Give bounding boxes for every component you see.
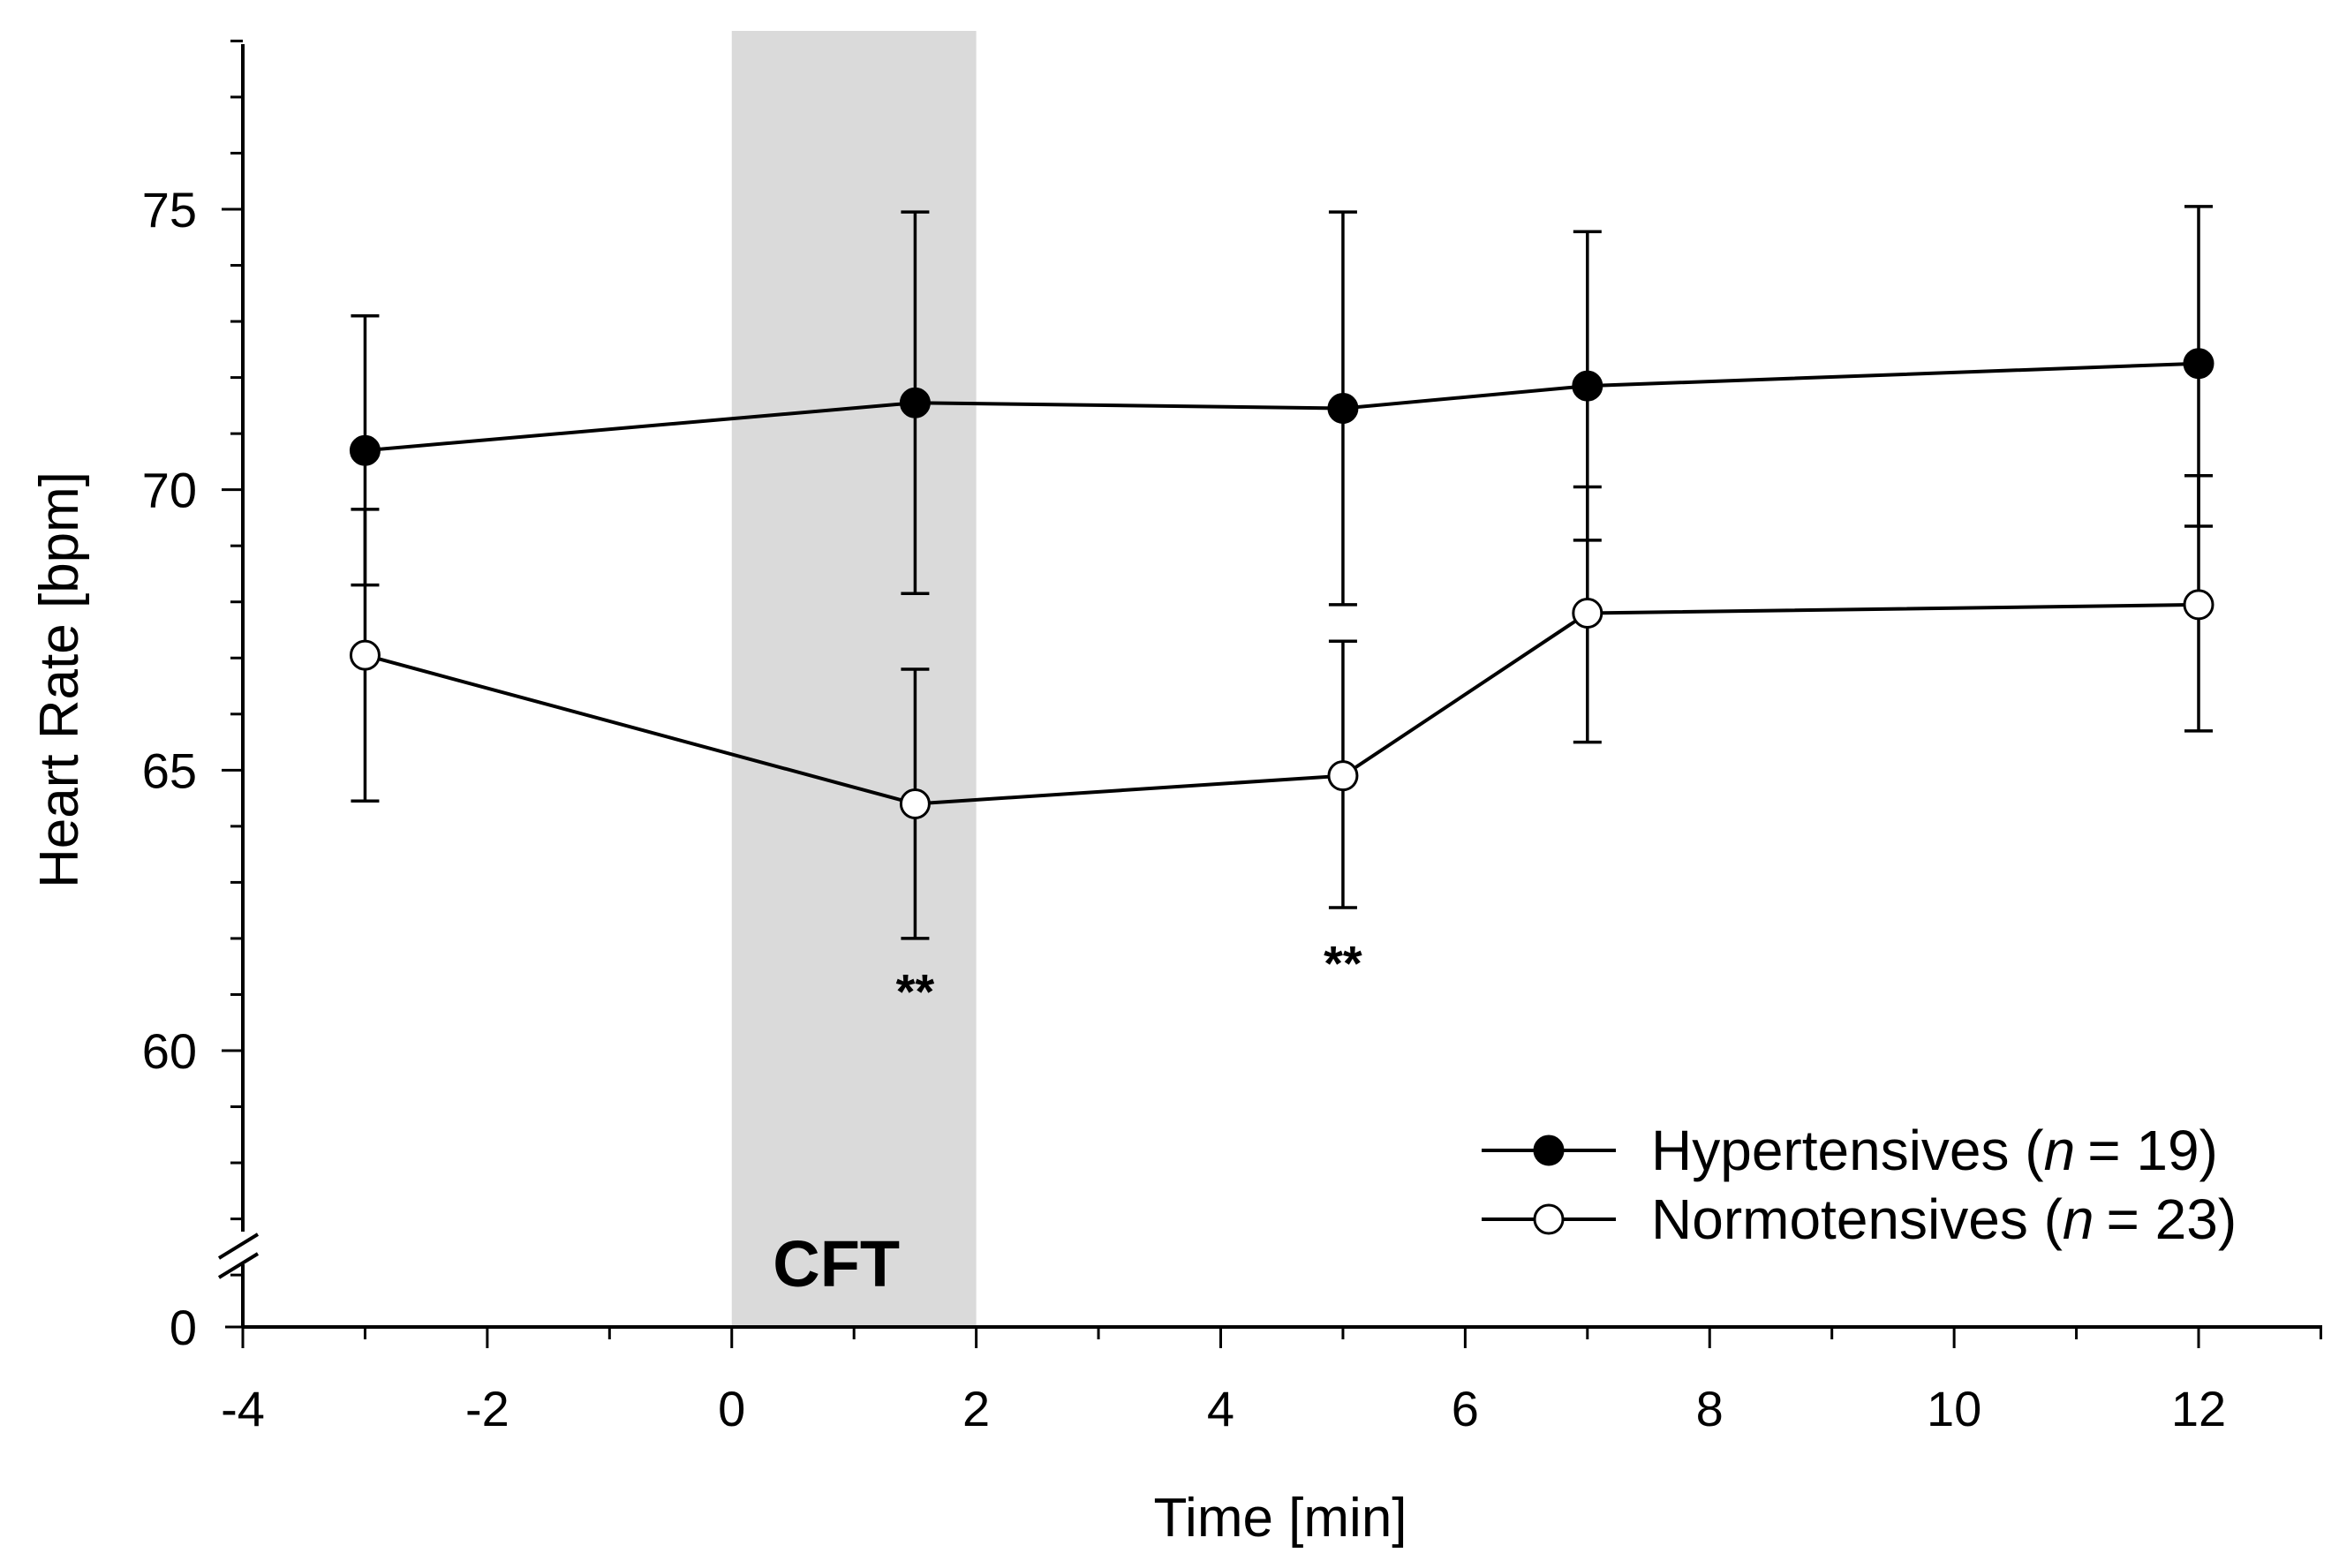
legend-marker-hypertensives bbox=[1533, 1135, 1565, 1166]
significance-marker: ** bbox=[1324, 936, 1362, 991]
legend-marker-normotensives bbox=[1533, 1203, 1565, 1235]
data-point-normotensives bbox=[1572, 597, 1603, 629]
data-point-normotensives bbox=[349, 639, 381, 671]
x-tick-label: 8 bbox=[1696, 1381, 1724, 1436]
legend-n-value-hypertensives: = 19) bbox=[2087, 1119, 2218, 1182]
y-axis-break-mark bbox=[217, 1252, 260, 1279]
cft-label: CFT bbox=[773, 1227, 900, 1300]
y-tick-label: 75 bbox=[142, 182, 197, 237]
legend: Hypertensives (n = 19) Normotensives (n = … bbox=[1482, 1119, 2237, 1251]
legend-n-value-normotensives: = 23) bbox=[2107, 1187, 2237, 1251]
y-tick-label: 65 bbox=[142, 743, 197, 798]
y-tick-label-zero: 0 bbox=[170, 1300, 197, 1355]
data-point-normotensives bbox=[2183, 589, 2215, 621]
legend-name-hypertensives: Hypertensives ( bbox=[1651, 1119, 2044, 1182]
y-tick-label: 70 bbox=[142, 463, 197, 518]
series-line-hypertensives bbox=[365, 361, 2199, 453]
cft-shaded-region bbox=[731, 31, 977, 1327]
data-point-hypertensives bbox=[899, 387, 931, 418]
axes: 0 60 65 70 75 -4 -2 0 2 4 6 8 10 12 bbox=[142, 39, 2322, 1436]
x-tick-label: 2 bbox=[962, 1381, 990, 1436]
y-tick-label: 60 bbox=[142, 1023, 197, 1079]
legend-n-normotensives: n bbox=[2063, 1187, 2094, 1251]
x-tick-label: -2 bbox=[465, 1381, 509, 1436]
data-markers bbox=[349, 348, 2215, 819]
legend-label-normotensives: Normotensives (n = 23) bbox=[1651, 1187, 2237, 1251]
data-point-normotensives bbox=[899, 788, 931, 819]
error-bars bbox=[351, 205, 2213, 940]
x-tick-label: 10 bbox=[1927, 1381, 1981, 1436]
x-tick-label: 4 bbox=[1207, 1381, 1234, 1436]
significance-annotations: ** ** bbox=[896, 936, 1362, 1020]
data-point-hypertensives bbox=[1572, 370, 1603, 402]
x-axis-title: Time [min] bbox=[1153, 1488, 1407, 1549]
data-point-normotensives bbox=[1327, 760, 1359, 792]
x-tick-label: -4 bbox=[221, 1381, 265, 1436]
series-line-normotensives bbox=[364, 602, 2199, 806]
legend-n-hypertensives: n bbox=[2044, 1119, 2076, 1182]
significance-marker: ** bbox=[896, 963, 935, 1019]
x-tick-label: 0 bbox=[718, 1381, 745, 1436]
y-axis-break-mark bbox=[217, 1233, 260, 1260]
series-lines bbox=[364, 361, 2199, 806]
x-tick-label: 12 bbox=[2171, 1381, 2226, 1436]
y-axis-title: Heart Rate [bpm] bbox=[29, 471, 90, 888]
data-point-hypertensives bbox=[2183, 348, 2215, 380]
data-point-hypertensives bbox=[1327, 393, 1359, 425]
legend-name-normotensives: Normotensives ( bbox=[1651, 1187, 2063, 1251]
data-point-hypertensives bbox=[349, 434, 381, 466]
legend-label-hypertensives: Hypertensives (n = 19) bbox=[1651, 1119, 2218, 1182]
x-tick-label: 6 bbox=[1452, 1381, 1479, 1436]
